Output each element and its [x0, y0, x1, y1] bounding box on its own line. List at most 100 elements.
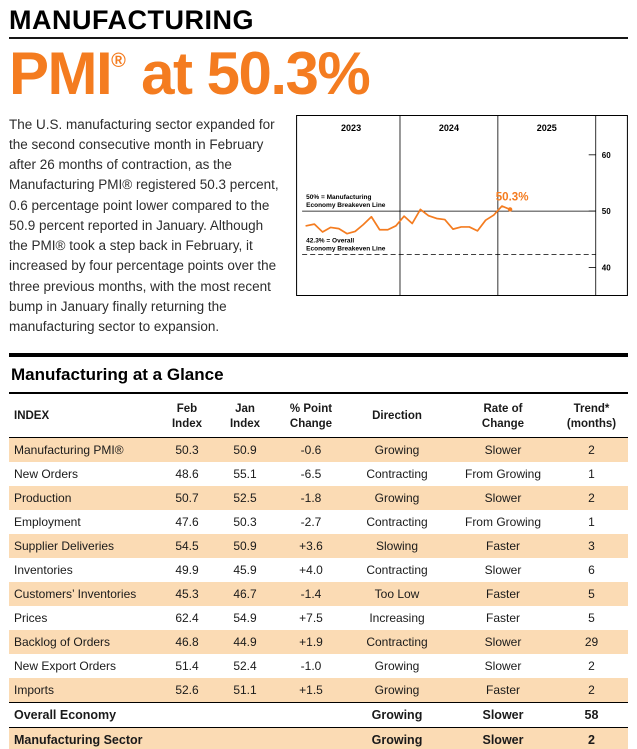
row-direction: Contracting	[366, 563, 428, 578]
table-row: Backlog of Orders 46.8 44.9 +1.9 Contrac…	[9, 630, 628, 655]
row-point-change: -1.4	[300, 587, 322, 602]
row-point-change: -2.7	[300, 515, 322, 530]
row-index-name: Manufacturing PMI®	[14, 443, 124, 458]
table-row: Supplier Deliveries 54.5 50.9 +3.6 Slowi…	[9, 534, 628, 559]
row-feb-index: 45.3	[175, 587, 199, 602]
intro-section: 2023 2024 2025 60 50 40 50% = Manufacturing Eco…	[9, 114, 628, 338]
row-index-name: Prices	[14, 611, 48, 626]
glance-table-body: Manufacturing PMI® 50.3 50.9 -0.6 Growin…	[9, 438, 628, 749]
row-index-name: New Export Orders	[14, 659, 117, 674]
year-label: 2024	[439, 123, 459, 133]
row-direction: Contracting	[366, 635, 428, 650]
row-point-change: -6.5	[300, 467, 322, 482]
row-index-name: Imports	[14, 683, 55, 698]
overall-breakeven-label: 42.3% = Overall	[306, 237, 354, 244]
column-header-direction: Direction	[372, 410, 422, 423]
row-jan-index: 50.9	[233, 539, 257, 554]
row-feb-index: 54.5	[175, 539, 199, 554]
manufacturing-breakeven-label: Economy Breakeven Line	[306, 202, 386, 209]
row-point-change: +1.9	[299, 635, 323, 650]
row-point-change	[275, 703, 347, 727]
row-trend-months: 58	[584, 708, 599, 723]
row-rate-of-change: Faster	[485, 683, 520, 698]
manufacturing-breakeven-label: 50% = Manufacturing	[306, 194, 371, 201]
row-direction: Contracting	[366, 467, 428, 482]
row-jan-index: 52.5	[233, 491, 257, 506]
row-jan-index: 50.9	[233, 443, 257, 458]
section-kicker: MANUFACTURING	[9, 5, 254, 35]
registered-mark: ®	[111, 50, 126, 73]
row-index-name: New Orders	[14, 467, 79, 482]
glance-section: Manufacturing at a Glance INDEX Feb Inde…	[9, 353, 628, 749]
row-point-change: +3.6	[299, 539, 323, 554]
row-trend-months: 6	[588, 563, 595, 578]
column-header-jan-index: Jan Index	[229, 403, 261, 430]
row-direction: Growing	[374, 443, 420, 458]
column-header-index: INDEX	[14, 410, 50, 423]
table-row: Prices 62.4 54.9 +7.5 Increasing Faster …	[9, 606, 628, 630]
intro-paragraph: The U.S. manufacturing sector expanded f…	[9, 116, 279, 335]
row-feb-index: 50.3	[175, 443, 199, 458]
row-point-change: +4.0	[299, 563, 323, 578]
row-direction: Growing	[374, 491, 420, 506]
row-rate-of-change: Slower	[484, 491, 522, 506]
y-tick-label: 40	[602, 263, 611, 272]
row-direction: Too Low	[374, 587, 420, 602]
row-point-change: -0.6	[300, 443, 322, 458]
column-header-point-change: % Point Change	[289, 403, 333, 430]
row-direction: Growing	[374, 683, 420, 698]
pmi-end-dot	[507, 206, 513, 212]
row-direction: Growing	[374, 659, 420, 674]
row-trend-months: 2	[588, 733, 595, 748]
row-trend-months: 2	[588, 443, 595, 458]
row-index-name: Production	[14, 491, 72, 506]
table-row: Customers’ Inventories 45.3 46.7 -1.4 To…	[9, 582, 628, 607]
row-jan-index: 52.4	[233, 659, 257, 674]
table-row: Production 50.7 52.5 -1.8 Growing Slower…	[9, 486, 628, 511]
row-trend-months: 2	[588, 683, 595, 698]
table-row: New Orders 48.6 55.1 -6.5 Contracting Fr…	[9, 462, 628, 486]
row-index-name: Employment	[14, 515, 81, 530]
column-header-trend: Trend* (months)	[566, 403, 617, 430]
row-direction: Increasing	[369, 611, 425, 626]
page-title: PMI® at 50.3%	[9, 43, 628, 104]
row-rate-of-change: Slower	[484, 659, 522, 674]
pmi-line	[305, 204, 511, 235]
row-jan-index: 50.3	[233, 515, 257, 530]
row-trend-months: 1	[588, 467, 595, 482]
table-row: Manufacturing PMI® 50.3 50.9 -0.6 Growin…	[9, 438, 628, 463]
row-rate-of-change: Slower	[484, 635, 522, 650]
row-feb-index: 52.6	[175, 683, 199, 698]
column-header-rate-of-change: Rate of Change	[481, 403, 525, 430]
table-row: Imports 52.6 51.1 +1.5 Growing Faster 2	[9, 678, 628, 703]
row-feb-index: 50.7	[175, 491, 199, 506]
glance-table-header: INDEX Feb Index Jan Index % Point Change…	[9, 394, 628, 439]
y-tick-label: 50	[602, 207, 611, 216]
kicker-rule	[9, 37, 628, 40]
row-trend-months: 2	[588, 491, 595, 506]
row-jan-index: 55.1	[233, 467, 257, 482]
row-jan-index	[215, 703, 275, 727]
chart-border	[296, 114, 628, 296]
row-feb-index: 46.8	[175, 635, 199, 650]
glance-title: Manufacturing at a Glance	[9, 357, 628, 395]
row-index-name: Customers’ Inventories	[14, 587, 137, 602]
row-index-name: Supplier Deliveries	[14, 539, 115, 554]
row-jan-index: 54.9	[233, 611, 257, 626]
row-jan-index: 45.9	[233, 563, 257, 578]
row-rate-of-change: Faster	[485, 539, 520, 554]
page-title-pmi: PMI	[9, 40, 113, 108]
table-row: Employment 47.6 50.3 -2.7 Contracting Fr…	[9, 510, 628, 534]
row-feb-index: 48.6	[175, 467, 199, 482]
row-trend-months: 2	[588, 659, 595, 674]
row-jan-index: 46.7	[233, 587, 257, 602]
pmi-chart-box: 2023 2024 2025 60 50 40 50% = Manufacturing Eco…	[296, 114, 628, 296]
table-row: Overall Economy Growing Slower 58	[9, 702, 628, 727]
row-direction: Growing	[371, 733, 423, 748]
row-point-change	[275, 728, 347, 749]
row-trend-months: 29	[584, 635, 599, 650]
row-direction: Growing	[371, 708, 423, 723]
overall-breakeven-label: Economy Breakeven Line	[306, 245, 386, 252]
